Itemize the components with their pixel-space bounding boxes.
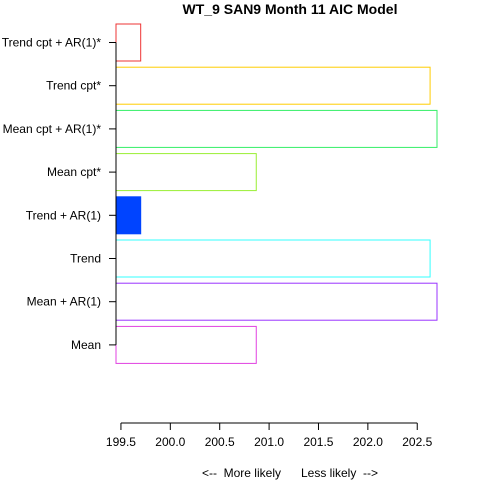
- x-tick-label: 201.0: [254, 435, 284, 449]
- x-tick-label: 200.0: [155, 435, 185, 449]
- y-tick-label-mean-ar-1: Mean + AR(1): [27, 295, 101, 309]
- y-tick-label-mean-cpt: Mean cpt*: [47, 165, 101, 179]
- x-tick-label: 199.5: [106, 435, 136, 449]
- bar-trend-ar-1: [116, 197, 141, 234]
- bar-trend: [116, 240, 430, 277]
- x-axis-label: <-- More likely Less likely -->: [202, 466, 378, 480]
- x-tick-label: 202.5: [402, 435, 432, 449]
- y-axis: Mean Mean + AR(1) Trend Trend + AR(1) Mean c…: [2, 36, 116, 352]
- bar-trend-cpt: [116, 67, 430, 104]
- bar-mean: [116, 326, 256, 363]
- y-tick-label-trend-cpt: Trend cpt*: [46, 79, 101, 93]
- bar-trend-cpt-ar-1: [116, 24, 141, 61]
- y-tick-label-trend: Trend: [70, 252, 101, 266]
- x-tick-label: 202.0: [353, 435, 383, 449]
- y-tick-label-trend-cpt-ar-1: Trend cpt + AR(1)*: [2, 36, 102, 50]
- y-tick-label-mean-cpt-ar-1: Mean cpt + AR(1)*: [3, 122, 102, 136]
- bar-mean-ar-1: [116, 283, 437, 320]
- bar-mean-cpt-ar-1: [116, 110, 437, 147]
- bar-mean-cpt: [116, 154, 256, 191]
- y-tick-label-trend-ar-1: Trend + AR(1): [26, 208, 101, 222]
- x-tick-label: 201.5: [303, 435, 333, 449]
- x-tick-label: 200.5: [205, 435, 235, 449]
- bars-group: [116, 24, 437, 363]
- chart-title: WT_9 SAN9 Month 11 AIC Model: [183, 1, 398, 17]
- x-axis: 199.5 200.0 200.5 201.0 201.5 202.0 202.5: [106, 423, 433, 449]
- y-tick-label-mean: Mean: [71, 338, 101, 352]
